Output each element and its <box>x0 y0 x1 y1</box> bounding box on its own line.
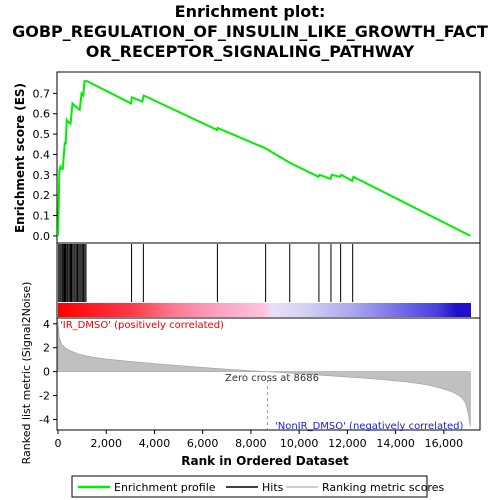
legend-ranking-label: Ranking metric scores <box>322 481 444 494</box>
x-tick-label: 14,000 <box>376 437 415 450</box>
x-tick-label: 16,000 <box>425 437 464 450</box>
x-tick-label: 10,000 <box>280 437 319 450</box>
title-line-1: Enrichment plot: <box>175 2 326 21</box>
rank-y-tick-label: 4 <box>43 318 50 331</box>
negative-correlation-label: 'NonIR_DMSO' (negatively correlated) <box>275 421 463 432</box>
es-y-tick-label: 0.6 <box>33 108 51 121</box>
title-line-2: GOBP_REGULATION_OF_INSULIN_LIKE_GROWTH_F… <box>12 22 488 41</box>
es-y-tick-label: 0.5 <box>33 128 51 141</box>
es-panel-frame <box>56 71 481 244</box>
hit-lines <box>58 244 354 302</box>
rank-y-axis-label: Ranked list metric (Signal2Noise) <box>20 282 33 465</box>
enrichment-profile-line <box>57 80 471 237</box>
rank-y-tick-label: 0 <box>43 366 50 379</box>
x-tick-label: 0 <box>55 437 62 450</box>
rank-y-tick-label: -2 <box>39 390 50 403</box>
x-tick-label: 8,000 <box>235 437 267 450</box>
es-y-tick-label: 0.3 <box>33 169 51 182</box>
x-tick-label: 4,000 <box>139 437 171 450</box>
es-y-tick-label: 0.0 <box>33 230 51 243</box>
positive-correlation-label: 'IR_DMSO' (positively correlated) <box>60 320 224 331</box>
x-tick-label: 2,000 <box>90 437 122 450</box>
es-y-tick-label: 0.1 <box>33 210 51 223</box>
es-y-tick-label: 0.2 <box>33 189 51 202</box>
rank-y-tick-label: 2 <box>43 342 50 355</box>
rank-y-ticks: -4 -2 0 2 4 <box>39 318 57 426</box>
es-y-ticks: 0.0 0.1 0.2 0.3 0.4 0.5 0.6 0.7 <box>33 87 57 243</box>
ranking-metric-area <box>57 321 471 427</box>
title-line-3: OR_RECEPTOR_SIGNALING_PATHWAY <box>86 42 415 61</box>
es-y-tick-label: 0.7 <box>33 87 51 100</box>
rank-y-tick-label: -4 <box>39 413 50 426</box>
zero-cross-label: Zero cross at 8686 <box>225 373 319 384</box>
x-tick-label: 6,000 <box>187 437 219 450</box>
x-ticks: 0 2,000 4,000 6,000 8,000 10,000 12,000 14,000 1… <box>55 430 464 450</box>
legend-enrichment-label: Enrichment profile <box>114 481 216 494</box>
legend-hits-label: Hits <box>262 481 284 494</box>
x-tick-label: 12,000 <box>328 437 367 450</box>
x-axis-label: Rank in Ordered Dataset <box>181 454 349 468</box>
es-y-tick-label: 0.4 <box>33 148 51 161</box>
es-y-axis-label: Enrichment score (ES) <box>13 83 27 233</box>
heatmap-bar <box>58 303 471 317</box>
